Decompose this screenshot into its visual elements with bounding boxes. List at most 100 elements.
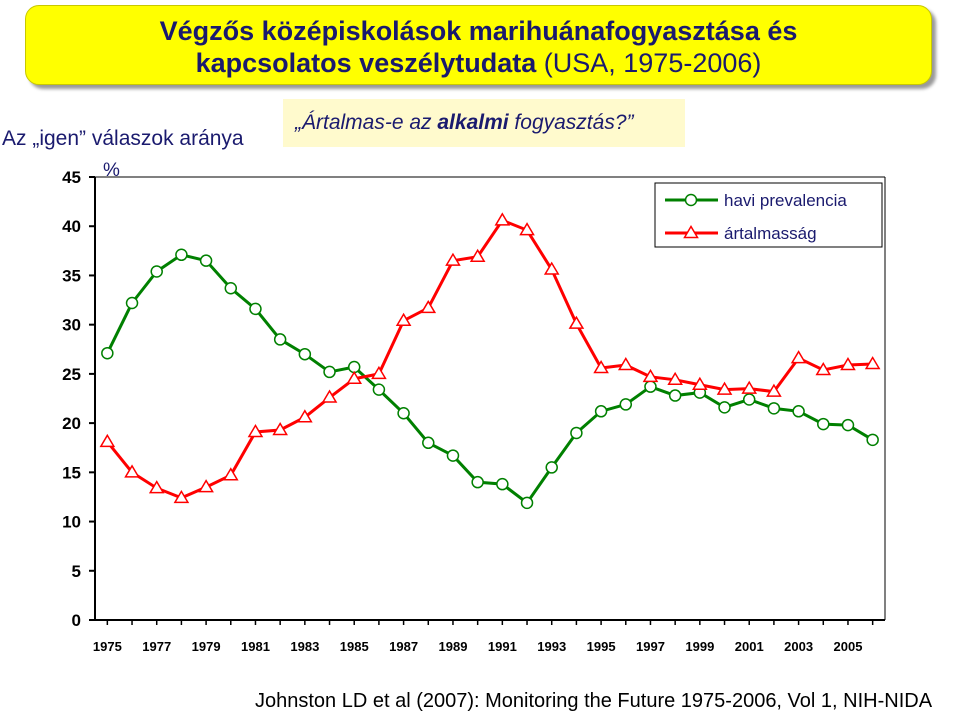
harm-data-point [99, 433, 116, 448]
harm-data-point [321, 389, 338, 403]
prevalence-data-point [446, 449, 460, 462]
prevalence-data-point [101, 346, 114, 360]
prevalence-series-line [105, 253, 874, 505]
harm-data-point [543, 261, 560, 275]
harm-data-point [272, 422, 288, 436]
prevalence-data-point [471, 475, 484, 489]
y-tick-label: 5 [72, 562, 81, 581]
x-tick-label: 2003 [784, 639, 813, 654]
prevalence-data-point [422, 436, 435, 450]
prevalence-data-point [150, 265, 163, 278]
legend-label: ártalmasság [724, 224, 817, 243]
prevalence-data-point [570, 426, 583, 440]
prevalence-data-point [175, 248, 188, 262]
source-text: Johnston LD et al (2007): Monitoring the… [255, 690, 933, 712]
harm-data-point [420, 299, 437, 314]
chart-title-line-1: Végzős középiskolások marihuánafogyasztá… [26, 16, 931, 46]
x-tick-label: 1999 [685, 639, 714, 654]
question-text: „Ártalmas-e az alkalmi fogyasztás?” [295, 111, 634, 135]
harm-series-line [106, 218, 873, 500]
prevalence-data-point [298, 347, 312, 361]
y-tick-label: 20 [62, 414, 81, 433]
x-tick-label: 1983 [290, 639, 319, 654]
x-tick-label: 1993 [537, 639, 566, 654]
prevalence-data-point [323, 365, 336, 379]
prevalence-data-point [224, 281, 238, 295]
chart-title-bold: kapcsolatos veszélytudata [195, 48, 537, 78]
harm-data-point [642, 368, 659, 383]
legend-marker-circle [684, 193, 698, 207]
harm-data-point [148, 480, 165, 494]
harm-data-point [445, 252, 461, 266]
prevalence-data-point [520, 496, 534, 510]
x-tick-label: 1989 [439, 639, 468, 654]
y-tick-label: 25 [62, 365, 81, 384]
title-box: Végzős középiskolások marihuánafogyasztá… [25, 5, 932, 85]
prevalence-data-point [817, 417, 830, 431]
x-tick-label: 1997 [636, 639, 665, 654]
question-prefix: „Ártalmas-e az [295, 111, 438, 134]
harm-data-point [568, 315, 585, 329]
harm-data-point [173, 489, 190, 504]
harm-data-point [766, 383, 782, 397]
x-tick-label: 1975 [93, 639, 122, 654]
x-tick-label: 1985 [340, 639, 369, 654]
prevalence-data-point [668, 389, 682, 402]
y-tick-label: 10 [62, 513, 81, 532]
y-tick-label: 45 [62, 168, 81, 187]
y-axis-unit-label: % [103, 160, 120, 181]
y-axis-description: Az „igen” válaszok aránya [2, 127, 244, 150]
chart-title-line-2: kapcsolatos veszélytudata (USA, 1975-200… [26, 48, 931, 78]
x-tick-label: 1977 [142, 639, 171, 654]
y-tick-label: 30 [62, 316, 81, 335]
prevalence-data-point [742, 393, 756, 406]
harm-data-point [395, 312, 412, 326]
harm-data-point [790, 350, 807, 364]
y-tick-label: 40 [62, 217, 81, 236]
harm-data-point [371, 365, 387, 380]
prevalence-data-point [496, 477, 509, 491]
harm-data-point [840, 357, 856, 371]
chart-title-rest: (USA, 1975-2006) [536, 48, 762, 78]
x-tick-label: 1979 [192, 639, 221, 654]
question-suffix: fogyasztás?” [508, 111, 634, 134]
prevalence-data-point [125, 296, 139, 310]
prevalence-data-point [273, 333, 287, 346]
harm-data-point [124, 464, 140, 478]
harm-data-point [494, 212, 511, 226]
x-tick-label: 1981 [241, 639, 270, 654]
prevalence-data-point [545, 461, 558, 474]
prevalence-data-point [199, 254, 213, 267]
prevalence-data-point [644, 380, 657, 393]
prevalence-data-point [594, 405, 608, 418]
prevalence-data-point [767, 402, 781, 415]
x-tick-label: 2005 [834, 639, 863, 654]
harm-data-point [469, 248, 486, 262]
harm-data-point [864, 356, 881, 370]
prevalence-data-point [841, 418, 855, 432]
x-tick-label: 1995 [587, 639, 616, 654]
y-tick-label: 0 [72, 611, 81, 630]
prevalence-data-point [792, 405, 805, 418]
harm-data-point [692, 376, 708, 390]
harm-data-point [617, 357, 634, 371]
harm-data-point [247, 423, 264, 438]
question-bold: alkalmi [437, 111, 509, 134]
prevalence-data-point [619, 398, 633, 411]
harm-data-point [667, 371, 683, 386]
prevalence-data-point [372, 383, 386, 396]
x-tick-label: 2001 [735, 639, 764, 654]
harm-data-point [198, 479, 214, 493]
harm-data-point [593, 360, 609, 374]
y-tick-label: 15 [62, 463, 81, 482]
x-tick-label: 1987 [389, 639, 418, 654]
chart-title-text-1: Végzős középiskolások marihuánafogyasztá… [159, 16, 798, 46]
legend-label: havi prevalencia [724, 191, 847, 210]
harm-data-point [815, 361, 832, 376]
prevalence-data-point [249, 302, 262, 316]
prevalence-data-point [718, 401, 731, 414]
question-box: „Ártalmas-e az alkalmi fogyasztás?” [283, 99, 685, 147]
harm-data-point [519, 222, 535, 236]
harm-data-point [741, 380, 758, 394]
prevalence-data-point [397, 407, 410, 420]
